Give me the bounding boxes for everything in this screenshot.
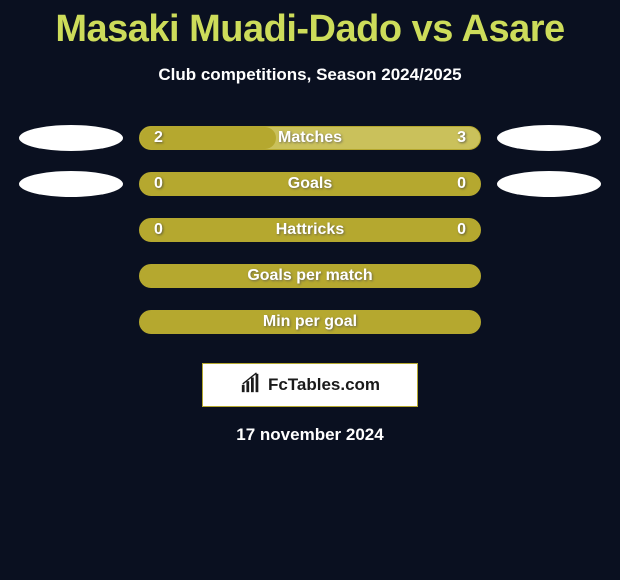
stat-row: Goals per match — [0, 253, 620, 299]
page-title: Masaki Muadi-Dado vs Asare — [0, 0, 620, 51]
stat-bar: Min per goal — [139, 310, 481, 334]
bar-chart-icon — [240, 372, 262, 399]
player-right-oval — [497, 171, 601, 197]
stat-bar: 0Goals0 — [139, 172, 481, 196]
player-left-oval — [19, 125, 123, 151]
stat-label: Goals — [140, 175, 480, 193]
player-right-oval — [497, 125, 601, 151]
stat-row: 0Hattricks0 — [0, 207, 620, 253]
stat-row: 0Goals0 — [0, 161, 620, 207]
stat-bar: Goals per match — [139, 264, 481, 288]
stat-label: Matches — [140, 129, 480, 147]
subtitle: Club competitions, Season 2024/2025 — [0, 65, 620, 85]
stat-rows: 2Matches30Goals00Hattricks0Goals per mat… — [0, 115, 620, 345]
stat-right-value: 3 — [457, 129, 466, 147]
date-text: 17 november 2024 — [0, 425, 620, 445]
player-left-oval — [19, 171, 123, 197]
stat-bar: 0Hattricks0 — [139, 218, 481, 242]
stat-label: Hattricks — [140, 221, 480, 239]
stat-label: Min per goal — [140, 313, 480, 331]
logo-text: FcTables.com — [268, 375, 380, 395]
logo-badge: FcTables.com — [202, 363, 418, 407]
stat-row: Min per goal — [0, 299, 620, 345]
stat-label: Goals per match — [140, 267, 480, 285]
stat-right-value: 0 — [457, 175, 466, 193]
stat-bar: 2Matches3 — [139, 126, 481, 150]
stat-right-value: 0 — [457, 221, 466, 239]
stat-row: 2Matches3 — [0, 115, 620, 161]
